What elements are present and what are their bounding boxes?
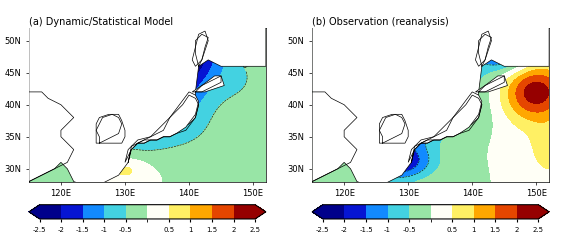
Polygon shape [125,92,199,162]
Polygon shape [476,31,491,66]
PathPatch shape [312,205,323,219]
PathPatch shape [538,205,549,219]
Text: -1: -1 [461,76,469,84]
Polygon shape [96,114,125,143]
Text: -1.5: -1.5 [376,146,391,158]
Text: (b) Observation (reanalysis): (b) Observation (reanalysis) [312,17,449,27]
Polygon shape [192,76,224,92]
Polygon shape [379,114,408,143]
Text: (a) Dynamic/Statistical Model: (a) Dynamic/Statistical Model [29,17,173,27]
PathPatch shape [255,205,266,219]
Polygon shape [408,92,482,162]
PathPatch shape [29,205,40,219]
Polygon shape [476,76,507,92]
Polygon shape [29,21,266,188]
Text: -1.5: -1.5 [438,89,449,104]
Polygon shape [312,21,549,188]
Polygon shape [192,31,208,66]
Text: -0.5: -0.5 [236,55,247,69]
